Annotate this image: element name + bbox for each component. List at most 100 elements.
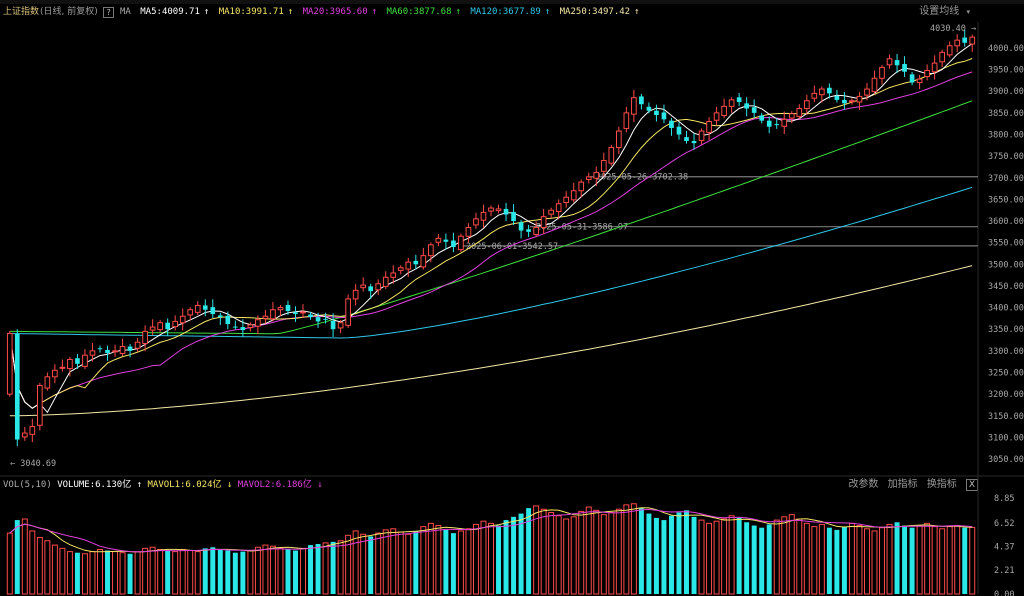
index-subtitle: (日线, 前复权) — [40, 7, 98, 17]
volume-bar-up — [954, 525, 961, 595]
price-tick-label: 3900.00 — [988, 87, 1024, 97]
candle-body-up — [420, 255, 427, 268]
volume-bar-down — [413, 530, 419, 594]
volume-bar-down — [127, 553, 133, 594]
volume-bar-up — [578, 510, 585, 595]
candle-body-up — [465, 227, 472, 237]
candle-body-up — [112, 350, 118, 353]
volume-bar-down — [202, 548, 208, 594]
price-tick-label: 3700.00 — [988, 174, 1024, 184]
switch-indicator-button[interactable]: 换指标 — [926, 479, 957, 490]
modify-params-button[interactable]: 改参数 — [848, 479, 879, 490]
candle-body-up — [856, 95, 863, 103]
candle-body-up — [864, 88, 870, 96]
mavol2-line — [9, 508, 973, 553]
candle-body-up — [262, 315, 269, 319]
candle-body-down — [834, 95, 840, 100]
top-border — [0, 0, 1024, 4]
candle-body-up — [435, 237, 442, 243]
price-tick-label: 3450.00 — [988, 282, 1024, 292]
candle-body-down — [285, 304, 291, 312]
support-level-label: 2025-06-01-3542.57 — [466, 242, 558, 252]
candle-body-up — [548, 209, 554, 215]
candle-body-up — [187, 309, 194, 316]
candle-body-up — [563, 196, 570, 203]
volume-bar-up — [390, 528, 397, 595]
help-icon[interactable]: ? — [103, 7, 114, 18]
price-tick-label: 3250.00 — [988, 368, 1024, 378]
candle-body-down — [684, 137, 689, 141]
volume-bar-up — [623, 504, 630, 595]
ma250-value: MA250:3497.42 — [559, 7, 631, 17]
volume-bar-up — [886, 523, 893, 595]
volume-bar-down — [766, 524, 772, 594]
candle-body-down — [902, 63, 907, 72]
candle-body-up — [134, 341, 141, 349]
candle-body-up — [397, 267, 404, 271]
candle-body-down — [165, 322, 170, 330]
candle-body-down — [736, 97, 742, 103]
volume-bar-up — [375, 532, 382, 595]
candle-body-up — [608, 146, 615, 164]
volume-bar-up — [29, 530, 36, 595]
volume-bar-up — [773, 519, 780, 595]
candle-body-up — [871, 77, 878, 93]
volume-bar-down — [676, 512, 682, 594]
candle-body-down — [210, 307, 216, 315]
add-indicator-button[interactable]: 加指标 — [887, 479, 918, 490]
candle-body-up — [803, 100, 810, 110]
volume-bar-down — [646, 513, 652, 594]
candle-body-down — [759, 115, 765, 121]
price-tick-label: 3750.00 — [988, 152, 1024, 162]
ma5-value: MA5:4009.71 — [140, 7, 200, 17]
volume-bar-up — [969, 526, 976, 595]
volume-bar-up — [472, 523, 479, 595]
volume-bar-down — [165, 550, 171, 594]
volume-bar-down — [450, 533, 456, 594]
volume-bar-down — [315, 544, 321, 594]
volume-bar-up — [811, 526, 818, 595]
candle-body-up — [939, 51, 945, 63]
price-tick-label: 3850.00 — [988, 109, 1024, 119]
candle-body-up — [458, 235, 464, 251]
candle-body-up — [924, 69, 930, 78]
volume-bar-up — [382, 529, 389, 595]
volume-bar-down — [443, 529, 449, 594]
volume-bar-up — [427, 522, 434, 595]
arrow-up-icon: ↑ — [371, 7, 378, 17]
candle-body-up — [721, 105, 727, 116]
candle-body-down — [75, 358, 80, 364]
arrow-up-icon: ↑ — [136, 480, 143, 490]
volume-bar-up — [277, 547, 284, 595]
index-name[interactable]: 上证指数 — [3, 7, 40, 17]
volume-bar-up — [946, 526, 953, 595]
volume-bar-up — [540, 508, 547, 595]
candle-body-down — [413, 260, 419, 265]
volume-bar-up — [172, 551, 179, 595]
ma-settings-label: 设置均线 — [919, 6, 960, 17]
ma120-line — [9, 186, 973, 339]
candle-body-down — [202, 305, 208, 310]
candle-body-up — [29, 426, 36, 435]
candle-body-down — [827, 87, 832, 94]
candle-body-down — [323, 318, 328, 320]
candle-body-up — [277, 307, 284, 311]
candle-body-up — [142, 330, 148, 344]
candle-body-up — [954, 39, 961, 47]
volume-bar-down — [751, 525, 757, 594]
arrow-up-icon: ↑ — [544, 7, 551, 17]
candle-body-up — [819, 88, 825, 96]
candle-body-up — [488, 207, 494, 212]
arrow-up-icon: ↑ — [634, 7, 640, 17]
volume-bar-up — [848, 522, 855, 595]
candle-body-up — [82, 354, 88, 367]
volume-bar-down — [902, 525, 908, 594]
volume-bar-down — [232, 552, 238, 594]
volume-bar-up — [6, 532, 13, 595]
candle-body-down — [676, 126, 682, 135]
candle-body-down — [503, 208, 509, 215]
candle-body-down — [894, 60, 900, 66]
ma-settings-button[interactable]: 设置均线 ▾ — [919, 4, 974, 20]
volume-bar-up — [254, 546, 261, 595]
